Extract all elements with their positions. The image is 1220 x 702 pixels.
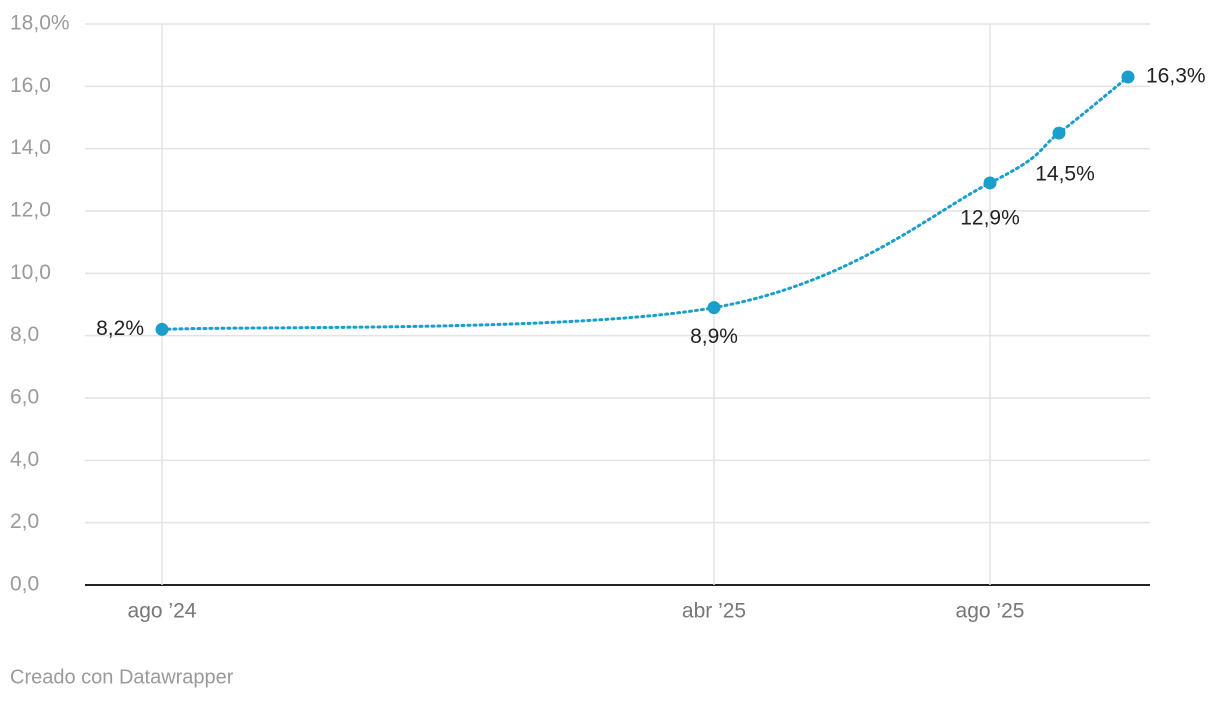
line [160, 75, 1130, 331]
x-tick-label: abr ’25 [682, 600, 746, 623]
point [155, 322, 169, 336]
y-tick-label: 4,0 [10, 448, 39, 471]
data-label: 12,9% [960, 206, 1020, 229]
data-label: 14,5% [1035, 163, 1095, 186]
y-tick-label: 18,0% [10, 12, 70, 35]
y-tick-label: 16,0 [10, 74, 51, 97]
point [983, 176, 997, 190]
x-tick-label: ago ’25 [956, 600, 1025, 623]
y-tick-label: 12,0 [10, 199, 51, 222]
point [1121, 70, 1135, 84]
y-tick-label: 0,0 [10, 573, 39, 596]
footer: Creado con Datawrapper [10, 666, 234, 688]
point [707, 301, 721, 315]
point [1052, 126, 1066, 140]
data-label: 16,3% [1146, 65, 1206, 88]
data-label: 8,9% [690, 325, 738, 348]
y-tick-label: 10,0 [10, 261, 51, 284]
x-tick-label: ago ’24 [128, 600, 197, 623]
y-tick-label: 6,0 [10, 386, 39, 409]
y-tick-label: 8,0 [10, 323, 39, 346]
y-tick-label: 14,0 [10, 136, 51, 159]
data-label: 8,2% [96, 317, 144, 340]
y-tick-label: 2,0 [10, 510, 39, 533]
